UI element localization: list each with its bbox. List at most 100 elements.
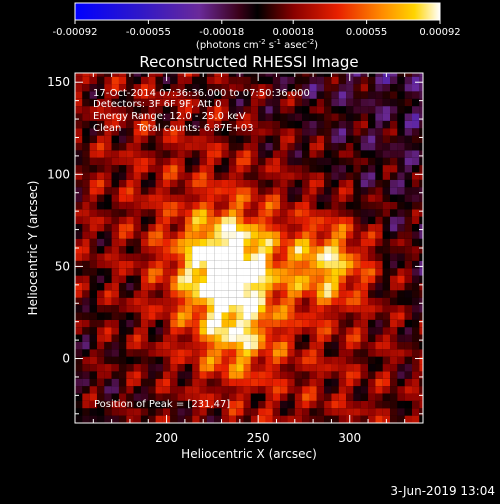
- heatmap-cell: [96, 84, 105, 92]
- heatmap-cell: [177, 246, 185, 254]
- heatmap-cell: [162, 305, 171, 313]
- heatmap-cell: [302, 73, 310, 77]
- heatmap-cell: [280, 283, 288, 291]
- heatmap-cell: [287, 371, 295, 379]
- heatmap-cell: [309, 150, 317, 158]
- heatmap-cell: [155, 253, 163, 261]
- heatmap-cell: [280, 393, 288, 401]
- heatmap-cell: [140, 356, 149, 365]
- heatmap-cell: [236, 76, 244, 85]
- heatmap-cell: [346, 84, 354, 92]
- heatmap-cell: [272, 113, 281, 121]
- heatmap-cell: [280, 275, 288, 283]
- heatmap-cell: [236, 408, 244, 416]
- heatmap-cell: [412, 76, 420, 85]
- heatmap-cell: [111, 172, 119, 180]
- heatmap-cell: [309, 356, 317, 365]
- heatmap-cell: [104, 224, 112, 232]
- heatmap-cell: [346, 194, 354, 202]
- heatmap-cell: [82, 305, 90, 313]
- heatmap-cell: [199, 98, 207, 107]
- heatmap-cell: [82, 349, 90, 357]
- heatmap-cell: [243, 194, 251, 202]
- heatmap-cell: [250, 386, 259, 394]
- heatmap-cell: [140, 297, 149, 306]
- heatmap-cell: [82, 172, 90, 180]
- heatmap-cell: [324, 378, 332, 387]
- heatmap-cell: [353, 216, 361, 225]
- heatmap-cell: [111, 106, 119, 114]
- heatmap-cell: [82, 73, 90, 77]
- heatmap-cell: [236, 364, 244, 372]
- heatmap-cell: [397, 84, 405, 92]
- heatmap-cell: [148, 283, 156, 291]
- heatmap-cell: [316, 327, 325, 335]
- heatmap-cell: [324, 275, 332, 283]
- heatmap-cell: [390, 143, 398, 151]
- heatmap-cell: [118, 91, 127, 99]
- heatmap-cell: [75, 231, 83, 239]
- heatmap-cell: [382, 165, 391, 173]
- heatmap-cell: [221, 128, 229, 136]
- heatmap-cell: [199, 106, 207, 114]
- heatmap-cell: [316, 231, 325, 239]
- heatmap-cell: [199, 209, 207, 217]
- heatmap-cell: [177, 143, 185, 151]
- heatmap-cell: [302, 334, 310, 342]
- heatmap-cell: [75, 371, 83, 379]
- heatmap-cell: [258, 312, 266, 320]
- heatmap-cell: [148, 268, 156, 276]
- heatmap-cell: [155, 76, 163, 85]
- heatmap-cell: [104, 238, 112, 247]
- heatmap-cell: [368, 209, 376, 217]
- heatmap-cell: [368, 143, 376, 151]
- heatmap-cell: [302, 260, 310, 269]
- heatmap-cell: [184, 349, 193, 357]
- heatmap-cell: [412, 349, 420, 357]
- heatmap-cell: [236, 283, 244, 291]
- heatmap-cell: [419, 209, 423, 217]
- heatmap-cell: [375, 128, 383, 136]
- x-tick-label: 300: [338, 431, 361, 445]
- heatmap-cell: [228, 113, 237, 121]
- heatmap-cell: [126, 341, 134, 350]
- heatmap-cell: [75, 106, 83, 114]
- heatmap-cell: [375, 113, 383, 121]
- heatmap-cell: [419, 268, 423, 276]
- heatmap-cell: [353, 290, 361, 298]
- heatmap-cell: [382, 231, 391, 239]
- heatmap-cell: [82, 91, 90, 99]
- colorbar-unit-label: (photons cm-2 s-1 asec-2): [196, 38, 318, 51]
- heatmap-cell: [397, 386, 405, 394]
- heatmap-cell: [206, 371, 215, 379]
- heatmap-cell: [272, 194, 281, 202]
- heatmap-cell: [75, 73, 83, 77]
- heatmap-cell: [375, 165, 383, 173]
- heatmap-cell: [250, 275, 259, 283]
- heatmap-cell: [133, 378, 141, 387]
- heatmap-cell: [346, 327, 354, 335]
- heatmap-cell: [177, 84, 185, 92]
- heatmap-cell: [177, 305, 185, 313]
- heatmap-cell: [382, 371, 391, 379]
- heatmap-cell: [346, 319, 354, 328]
- heatmap-cell: [404, 319, 413, 328]
- heatmap-cell: [280, 84, 288, 92]
- heatmap-cell: [412, 165, 420, 173]
- heatmap-cell: [148, 231, 156, 239]
- heatmap-cell: [133, 98, 141, 107]
- heatmap-cell: [316, 157, 325, 166]
- heatmap-cell: [265, 231, 273, 239]
- heatmap-cell: [228, 179, 237, 188]
- heatmap-cell: [250, 290, 259, 298]
- heatmap-cell: [404, 349, 413, 357]
- heatmap-cell: [258, 378, 266, 387]
- heatmap-cell: [206, 305, 215, 313]
- heatmap-cell: [309, 120, 317, 129]
- heatmap-cell: [199, 84, 207, 92]
- heatmap-cell: [419, 349, 423, 357]
- heatmap-cell: [148, 150, 156, 158]
- heatmap-cell: [258, 305, 266, 313]
- heatmap-cell: [140, 187, 149, 195]
- heatmap-cell: [353, 238, 361, 247]
